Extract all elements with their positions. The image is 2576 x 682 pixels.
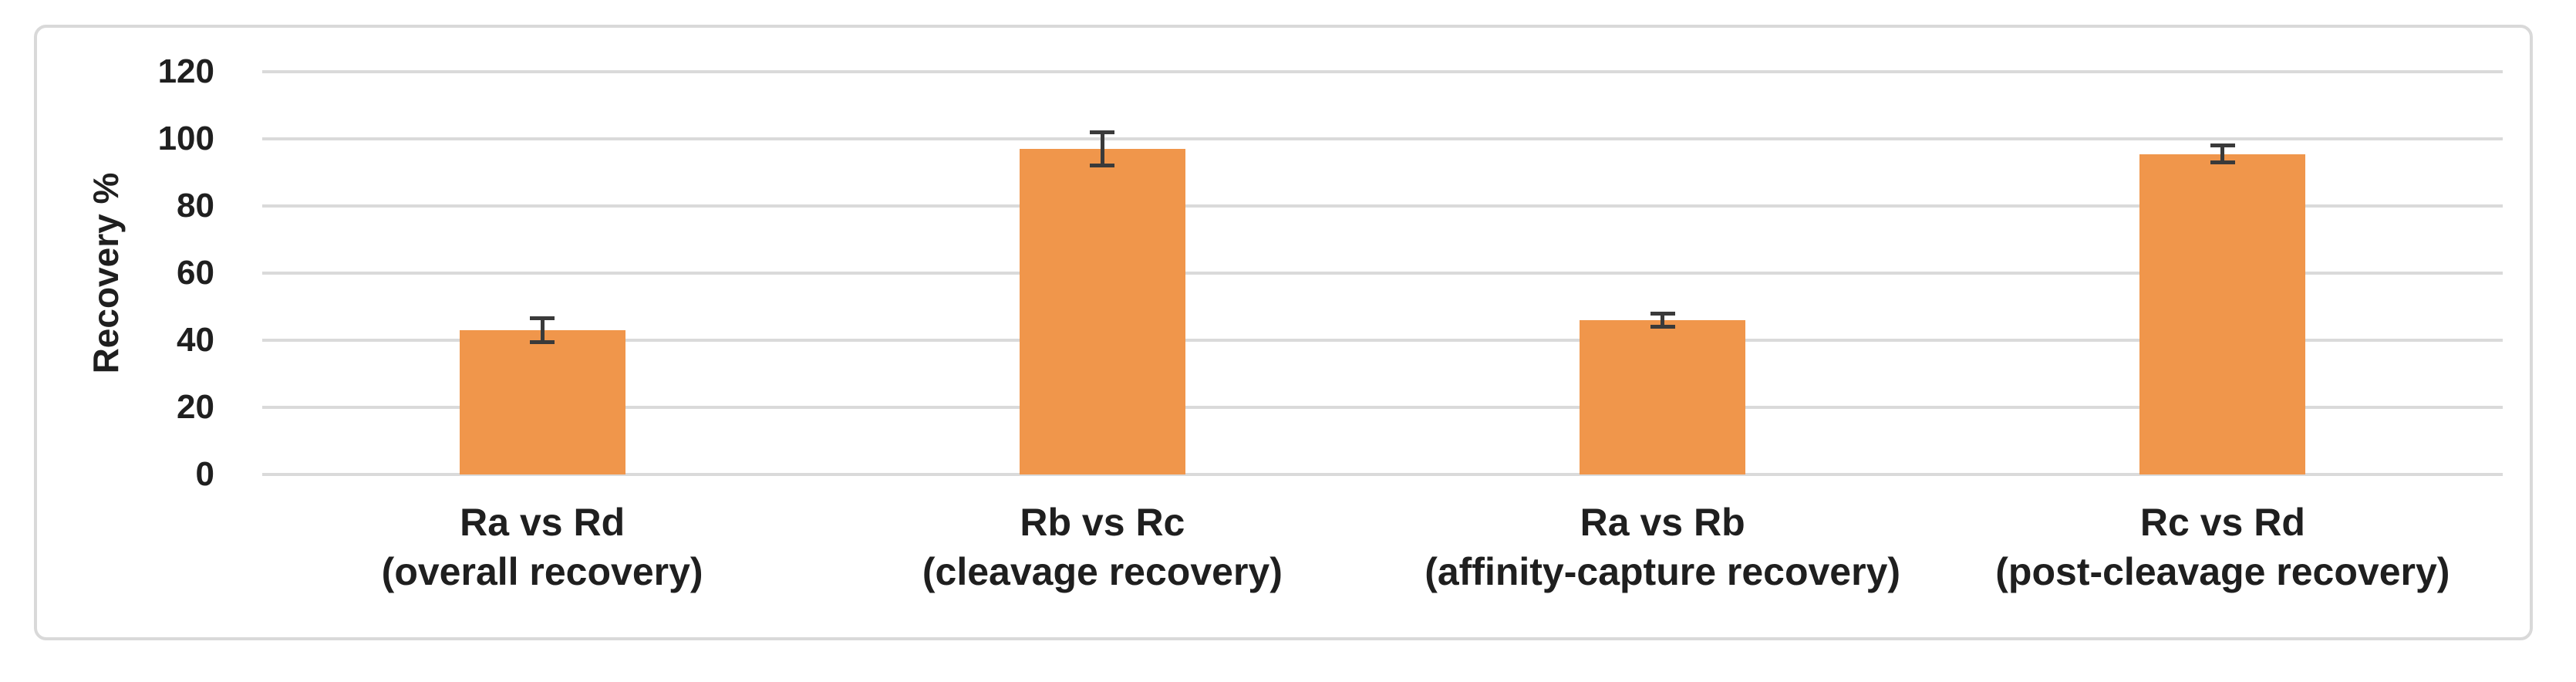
error-bar-cap — [1650, 325, 1675, 329]
category-name: Rb vs Rc — [1020, 501, 1185, 544]
error-bar-cap — [1090, 164, 1115, 168]
category-sublabel: (affinity-capture recovery) — [1425, 550, 1901, 593]
gridline — [262, 137, 2503, 140]
category-name: Ra vs Rd — [460, 501, 625, 544]
y-tick-label: 0 — [195, 455, 214, 493]
error-bar — [1100, 132, 1104, 166]
y-tick-label: 20 — [177, 388, 214, 426]
error-bar-cap — [2210, 160, 2235, 164]
category-name: Rc vs Rd — [2139, 501, 2305, 544]
gridline — [262, 339, 2503, 342]
gridline — [262, 406, 2503, 409]
y-tick-label: 60 — [177, 254, 214, 292]
error-bar-cap — [1650, 311, 1675, 316]
category-label: Rb vs Rc (cleavage recovery) — [822, 498, 1382, 596]
error-bar — [540, 318, 545, 343]
bar — [2139, 154, 2306, 474]
category-label: Ra vs Rd (overall recovery) — [262, 498, 822, 596]
gridline — [262, 272, 2503, 275]
category-sublabel: (cleavage recovery) — [922, 550, 1283, 593]
error-bar — [1661, 313, 1665, 327]
error-bar-cap — [1090, 130, 1115, 134]
bar — [1580, 319, 1746, 474]
error-bar-cap — [2210, 143, 2235, 148]
y-tick-label: 80 — [177, 187, 214, 225]
category-sublabel: (post-cleavage recovery) — [1995, 550, 2450, 593]
error-bar-cap — [530, 316, 555, 321]
category-sublabel: (overall recovery) — [381, 550, 703, 593]
chart-figure: Recovery % 0 20 40 60 80 100 120 Ra vs Rd (over… — [34, 25, 2533, 640]
bar — [459, 329, 625, 474]
category-label: Rc vs Rd (post-cleavage recovery) — [1943, 498, 2503, 596]
y-tick-label: 40 — [177, 321, 214, 359]
category-label: Ra vs Rb (affinity-capture recovery) — [1383, 498, 1943, 596]
y-tick-label: 120 — [157, 52, 214, 90]
bar — [1019, 149, 1185, 474]
error-bar-cap — [530, 339, 555, 344]
category-name: Ra vs Rb — [1580, 501, 1745, 544]
gridline — [262, 473, 2503, 476]
gridline — [262, 70, 2503, 73]
error-bar — [2220, 145, 2225, 163]
y-tick-label: 100 — [157, 120, 214, 157]
gridline — [262, 204, 2503, 208]
